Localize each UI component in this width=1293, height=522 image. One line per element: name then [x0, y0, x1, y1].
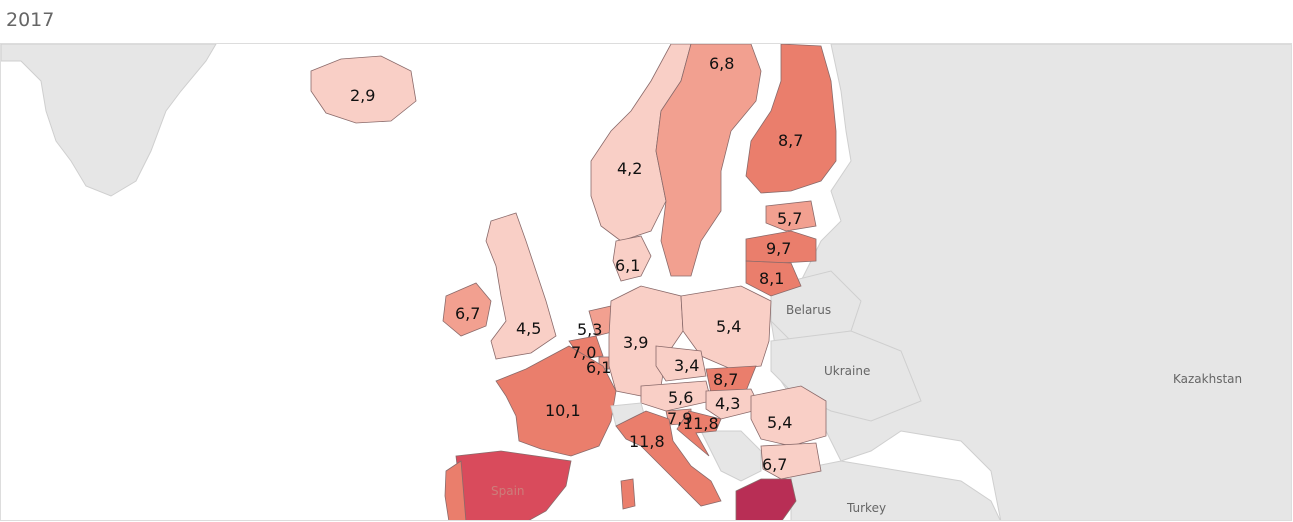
turkey-shape [790, 460, 1001, 520]
label-belarus: Belarus [786, 303, 831, 317]
sweden-shape[interactable] [655, 44, 762, 277]
label-spain: Spain [491, 484, 525, 498]
value-slovakia: 8,7 [713, 370, 738, 389]
label-ukraine: Ukraine [824, 364, 870, 378]
value-germany: 3,9 [623, 333, 648, 352]
value-luxembourg: 6,1 [586, 358, 611, 377]
france-shape[interactable] [495, 345, 617, 457]
value-ireland: 6,7 [455, 304, 480, 323]
label-kazakhstan: Kazakhstan [1173, 372, 1242, 386]
sardinia-shape[interactable] [620, 478, 636, 510]
value-belgium: 7,0 [571, 343, 596, 362]
choropleth-map[interactable]: Belarus Ukraine Kazakhstan Turkey Spain … [0, 43, 1292, 521]
value-poland: 5,4 [716, 317, 741, 336]
value-denmark: 6,1 [615, 256, 640, 275]
value-latvia: 9,7 [766, 239, 791, 258]
value-sweden-north: 6,8 [709, 54, 734, 73]
value-czechia: 3,4 [674, 356, 699, 375]
uk-shape[interactable] [485, 212, 557, 360]
finland-shape[interactable] [745, 44, 837, 194]
chart-title: 2017 [6, 9, 55, 31]
italy-shape[interactable] [615, 410, 722, 507]
poland-shape[interactable] [680, 285, 772, 370]
denmark-shape[interactable] [612, 235, 652, 282]
value-uk: 4,5 [516, 319, 541, 338]
lithuania-shape[interactable] [745, 260, 802, 297]
value-croatia: 11,8 [683, 414, 719, 433]
czechia-shape[interactable] [655, 345, 707, 382]
map-canvas: Belarus Ukraine Kazakhstan Turkey Spain … [1, 44, 1291, 521]
value-austria: 5,6 [668, 388, 693, 407]
value-romania: 5,4 [767, 413, 792, 432]
value-iceland: 2,9 [350, 86, 375, 105]
estonia-shape[interactable] [765, 200, 817, 232]
value-italy: 11,8 [629, 432, 665, 451]
eastern-landmass-shape [770, 44, 1291, 520]
greenland-shape [1, 44, 217, 197]
value-lithuania: 8,1 [759, 269, 784, 288]
value-france: 10,1 [545, 401, 581, 420]
greece-shape[interactable] [735, 478, 797, 521]
value-estonia: 5,7 [777, 209, 802, 228]
croatia-shape[interactable] [676, 410, 722, 457]
value-finland: 8,7 [778, 131, 803, 150]
portugal-shape[interactable] [444, 460, 467, 521]
value-netherlands: 5,3 [577, 320, 602, 339]
value-bulgaria: 6,7 [762, 455, 787, 474]
romania-shape[interactable] [750, 385, 827, 447]
bulgaria-shape[interactable] [760, 442, 822, 480]
value-norway: 4,2 [617, 159, 642, 178]
label-turkey: Turkey [846, 501, 886, 515]
iceland-shape[interactable] [310, 55, 417, 124]
balkans-grey-shape [700, 430, 762, 482]
hungary-shape[interactable] [705, 388, 762, 420]
ireland-shape[interactable] [442, 282, 492, 337]
austria-shape[interactable] [640, 380, 712, 412]
value-slovenia: 7,9 [667, 409, 692, 428]
value-hungary: 4,3 [715, 394, 740, 413]
